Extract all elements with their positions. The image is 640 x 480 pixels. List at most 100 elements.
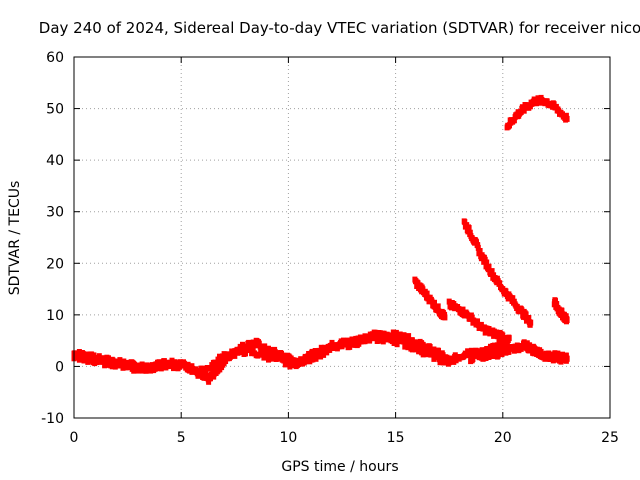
data-point xyxy=(373,332,379,339)
grid xyxy=(74,57,610,418)
data-point xyxy=(164,360,170,366)
data-point xyxy=(475,244,481,251)
x-tick-label: 15 xyxy=(387,430,405,446)
data-point xyxy=(437,359,443,366)
data-point xyxy=(521,107,527,114)
data-point xyxy=(206,378,212,385)
data-point xyxy=(338,340,343,347)
data-point xyxy=(224,355,230,362)
data-point xyxy=(436,347,441,354)
data-point xyxy=(367,337,373,344)
data-point xyxy=(339,343,345,350)
data-point xyxy=(377,334,383,341)
data-point xyxy=(213,360,219,367)
data-point xyxy=(200,365,206,372)
data-point xyxy=(348,337,354,344)
data-point xyxy=(292,358,297,365)
data-point xyxy=(324,349,330,356)
y-tick-label: 0 xyxy=(55,359,64,375)
data-point xyxy=(109,363,115,370)
data-point xyxy=(435,303,441,310)
data-point xyxy=(169,360,175,367)
data-point xyxy=(91,352,97,359)
data-point xyxy=(484,259,490,266)
data-point xyxy=(102,362,108,369)
y-tick-label: 10 xyxy=(46,308,64,324)
data-point xyxy=(321,351,327,358)
data-point xyxy=(243,350,248,357)
data-point xyxy=(406,342,412,348)
data-point xyxy=(563,112,569,119)
data-point xyxy=(232,352,238,359)
series-6 xyxy=(504,94,570,131)
data-point xyxy=(554,301,560,308)
data-point xyxy=(301,359,307,366)
data-point xyxy=(496,339,502,346)
x-tick-label: 20 xyxy=(494,430,512,446)
data-point xyxy=(563,352,569,359)
data-point xyxy=(207,365,213,372)
data-point xyxy=(347,343,353,350)
data-point xyxy=(344,339,350,346)
y-tick-label: 60 xyxy=(46,50,64,66)
data-point xyxy=(500,332,506,339)
data-point xyxy=(510,295,516,302)
data-point xyxy=(201,370,207,377)
data-point xyxy=(131,367,137,374)
data-point xyxy=(431,346,437,353)
data-point xyxy=(393,338,399,345)
data-point xyxy=(460,306,466,313)
series-layer xyxy=(71,94,570,385)
data-point xyxy=(287,363,293,370)
data-point xyxy=(259,351,265,358)
series-1 xyxy=(71,332,452,377)
data-point xyxy=(351,338,357,345)
data-point xyxy=(105,356,111,363)
data-point xyxy=(497,280,503,287)
data-point xyxy=(115,362,121,369)
data-point xyxy=(429,349,435,356)
data-point xyxy=(446,359,452,366)
y-tick-label: -10 xyxy=(41,411,64,427)
data-point xyxy=(223,352,229,359)
data-point xyxy=(477,248,483,254)
data-point xyxy=(432,299,437,306)
data-point xyxy=(218,357,224,364)
series-4 xyxy=(468,334,512,365)
data-point xyxy=(564,317,570,323)
data-point xyxy=(285,357,291,364)
data-point xyxy=(304,358,310,365)
data-point xyxy=(506,335,512,342)
x-tick-label: 10 xyxy=(279,430,297,446)
data-point xyxy=(318,353,324,360)
data-point xyxy=(564,115,570,122)
data-point xyxy=(483,355,489,361)
data-point xyxy=(319,347,325,354)
ticks: 0 5 10 15 20 25 -10 0 10 20 30 40 50 60 xyxy=(41,50,619,446)
data-point xyxy=(171,365,176,372)
data-point xyxy=(154,365,160,372)
y-axis-label: SDTVAR / TECUs xyxy=(7,181,23,296)
data-point xyxy=(267,355,273,362)
data-point xyxy=(111,358,117,365)
x-tick-label: 25 xyxy=(601,430,619,446)
data-point xyxy=(414,342,420,349)
data-point xyxy=(289,360,294,367)
data-point xyxy=(422,348,428,354)
data-point xyxy=(362,338,368,345)
data-point xyxy=(174,361,180,368)
data-point xyxy=(217,353,222,360)
data-point xyxy=(100,356,106,363)
data-point xyxy=(187,367,193,374)
data-point xyxy=(400,338,406,345)
x-axis-label: GPS time / hours xyxy=(281,459,398,475)
data-point xyxy=(467,229,473,236)
data-point xyxy=(528,319,534,326)
data-point xyxy=(526,315,532,321)
data-point xyxy=(466,225,472,231)
data-point xyxy=(262,343,268,350)
data-point xyxy=(564,355,570,362)
data-point xyxy=(230,349,236,356)
